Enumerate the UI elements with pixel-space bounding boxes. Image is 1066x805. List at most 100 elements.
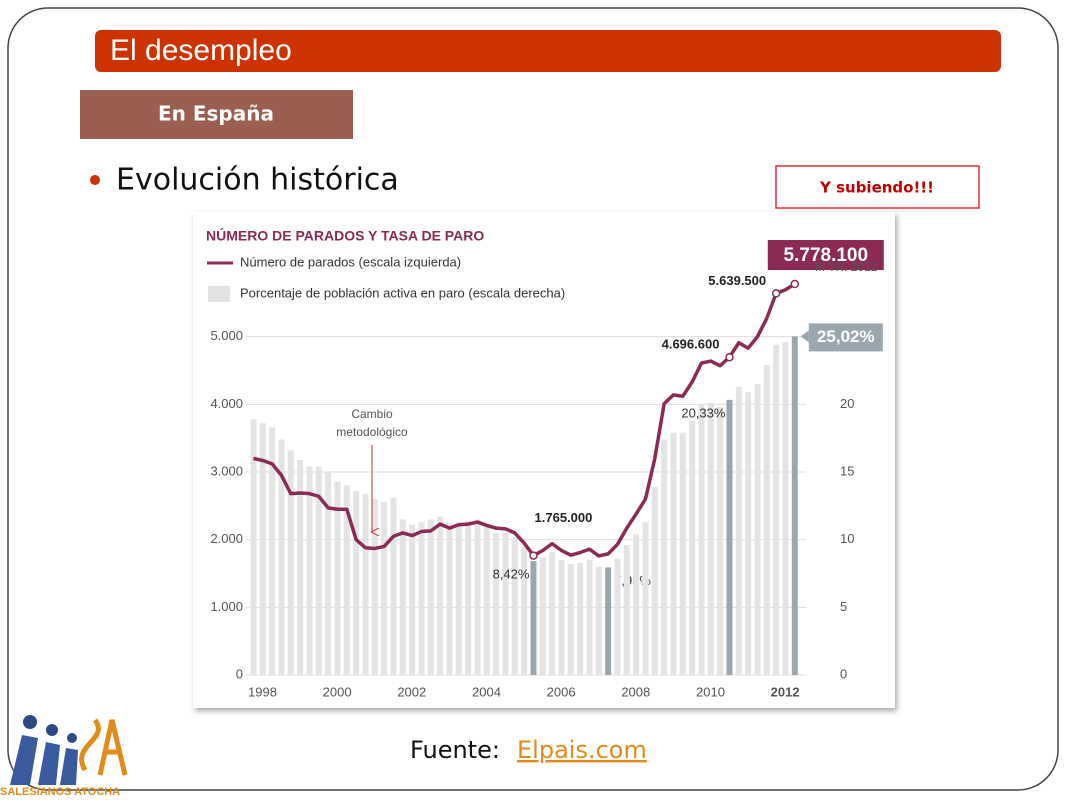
bar <box>390 497 397 675</box>
bar <box>455 522 462 675</box>
source-label: Fuente: <box>410 736 500 764</box>
bar <box>651 486 658 675</box>
bullet-text: Evolución histórica <box>116 163 399 198</box>
value-label: 5.778.100 <box>784 245 869 266</box>
bar <box>791 336 798 675</box>
value-label-box <box>808 323 883 352</box>
bar <box>483 526 490 675</box>
bar <box>782 342 789 675</box>
value-label: 8,42% <box>493 566 530 581</box>
bar <box>334 481 341 675</box>
logo: SALESIANOS ATOCHA <box>0 715 128 798</box>
bar <box>493 532 500 675</box>
bar <box>259 423 266 675</box>
bar <box>642 522 649 675</box>
bar <box>521 546 528 675</box>
bar <box>754 384 761 675</box>
value-label: 4.696.600 <box>662 337 720 352</box>
legend-swatch <box>208 286 230 302</box>
bar <box>707 402 714 675</box>
bar <box>623 545 630 675</box>
bar <box>698 404 705 675</box>
y2-tick-label: 20 <box>840 396 854 411</box>
bar <box>530 561 537 675</box>
bar <box>474 519 481 675</box>
bar <box>735 386 742 675</box>
bar <box>745 392 752 675</box>
annotation: III TR. 2012 <box>815 260 878 274</box>
bar <box>437 516 444 675</box>
title-bar <box>95 30 1001 72</box>
legend-label: Número de parados (escala izquierda) <box>240 254 461 269</box>
subtitle-box <box>80 90 353 139</box>
legend-label: Porcentaje de población activa en paro (… <box>240 285 565 300</box>
slide-title: El desempleo <box>110 34 292 67</box>
bar <box>726 399 733 675</box>
y2-tick-label: 5 <box>840 599 847 614</box>
y-tick-label: 0 <box>236 666 243 681</box>
bar <box>605 567 612 675</box>
bar <box>325 472 332 675</box>
bar <box>381 501 388 675</box>
note: Y subiendo!!! <box>819 179 934 197</box>
y-tick-label: 5.000 <box>210 328 243 343</box>
annotation: metodológico <box>336 425 408 439</box>
x-tick-label: 2012 <box>771 684 800 699</box>
subtitle: En España <box>158 102 274 126</box>
bar <box>539 557 546 675</box>
y-tick-label: 4.000 <box>210 396 243 411</box>
bar <box>670 432 677 675</box>
line <box>253 282 796 558</box>
x-tick-label: 2004 <box>472 684 501 699</box>
bar <box>278 439 285 675</box>
point <box>771 289 781 298</box>
bar <box>250 419 257 675</box>
bar <box>315 466 322 675</box>
bar <box>343 485 350 675</box>
bar <box>614 558 621 675</box>
bar <box>399 519 406 675</box>
chart-title: NÚMERO DE PARADOS Y TASA DE PARO <box>206 227 484 244</box>
bar <box>773 344 780 675</box>
y-tick-label: 1.000 <box>210 599 243 614</box>
bar <box>287 450 294 675</box>
point <box>790 279 800 289</box>
bar <box>465 520 472 675</box>
bar <box>595 566 602 675</box>
bar <box>549 551 556 675</box>
y2-tick-label: 15 <box>840 463 854 478</box>
bar <box>371 499 378 675</box>
bar <box>353 490 360 675</box>
bar <box>717 407 724 675</box>
bar <box>577 562 584 675</box>
y-tick-label: 2.000 <box>210 531 243 546</box>
bar <box>558 559 565 675</box>
annotation: Cambio <box>351 407 393 421</box>
bar <box>409 524 416 675</box>
bar <box>763 365 770 675</box>
value-label: 1.765.000 <box>535 510 593 525</box>
x-tick-label: 2002 <box>397 684 426 699</box>
chart: NÚMERO DE PARADOS Y TASA DE PARO Número d… <box>206 227 884 699</box>
value-label: 25,02% <box>817 327 875 346</box>
source-link[interactable]: Elpais.com <box>517 736 647 764</box>
bar <box>511 536 518 675</box>
value-label: 20,33% <box>681 405 726 420</box>
bar <box>586 559 593 675</box>
bar <box>446 523 453 675</box>
bar <box>297 459 304 675</box>
x-tick-label: 2000 <box>323 684 352 699</box>
bar <box>661 439 668 675</box>
bar <box>567 564 574 675</box>
y2-tick-label: 0 <box>840 666 847 681</box>
y-tick-label: 3.000 <box>210 463 243 478</box>
bar <box>427 519 434 675</box>
bar <box>269 427 276 675</box>
bar <box>679 432 686 675</box>
logo-text: SALESIANOS ATOCHA <box>0 786 120 798</box>
value-label: 5.639.500 <box>708 273 766 288</box>
bar <box>306 466 313 675</box>
x-tick-label: 2006 <box>547 684 576 699</box>
x-tick-label: 2008 <box>621 684 650 699</box>
value-label: 7,95% <box>614 573 651 588</box>
